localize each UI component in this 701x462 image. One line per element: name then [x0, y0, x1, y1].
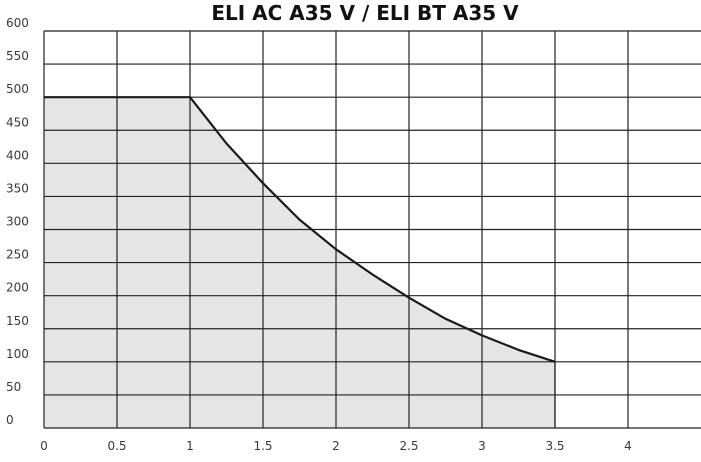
grid-layer: [43, 30, 701, 429]
y-tick-label: 0: [6, 413, 14, 427]
y-tick-label: 450: [6, 115, 29, 129]
x-tick-label: 4: [624, 439, 632, 453]
y-tick-label: 100: [6, 347, 29, 361]
x-tick-label: 1.5: [253, 439, 272, 453]
x-tick-label: 0.5: [107, 439, 126, 453]
y-tick-label: 250: [6, 248, 29, 262]
y-tick-label: 350: [6, 181, 29, 195]
x-tick-label: 2: [332, 439, 340, 453]
y-tick-label: 600: [6, 16, 29, 30]
x-tick-label: 0: [40, 439, 48, 453]
x-tick-label: 2.5: [399, 439, 418, 453]
y-tick-label: 550: [6, 49, 29, 63]
chart-title: ELI AC A35 V / ELI BT A35 V: [211, 1, 519, 25]
x-tick-label: 1: [186, 439, 194, 453]
series-line: [44, 96, 556, 363]
y-tick-label: 500: [6, 82, 29, 96]
line-layer: [44, 96, 556, 428]
y-tick-label: 300: [6, 215, 29, 229]
x-tick-label: 3.5: [545, 439, 564, 453]
y-tick-label: 150: [6, 314, 29, 328]
x-tick-label: 3: [478, 439, 486, 453]
y-tick-label: 50: [6, 380, 21, 394]
tick-layer: 0 50 100 150 200 250 300 350 400 450 500 550 600 0 0.5…: [6, 16, 632, 453]
y-tick-label: 400: [6, 148, 29, 162]
y-tick-label: 200: [6, 281, 29, 295]
